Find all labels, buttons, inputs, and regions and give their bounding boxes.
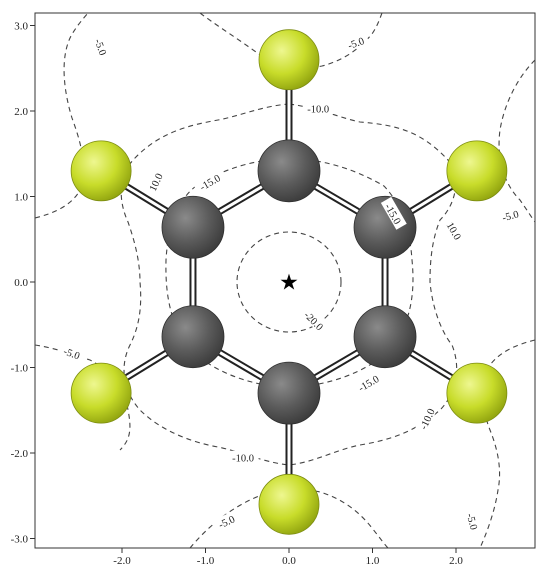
contour-line-5-top bbox=[199, 13, 383, 68]
contour-label: 10.0 bbox=[443, 216, 467, 245]
fluorine-atom bbox=[446, 362, 508, 424]
contour-label: -15.0 bbox=[351, 369, 385, 396]
contour-label-text: -5.0 bbox=[62, 346, 81, 362]
atoms bbox=[70, 29, 508, 535]
carbon-atom bbox=[353, 195, 417, 259]
y-tick-label: 0.0 bbox=[14, 277, 28, 289]
x-tick-label: -2.0 bbox=[113, 555, 131, 567]
x-axis: -2.0 -1.0 0.0 1.0 2.0 bbox=[113, 548, 463, 567]
contour-label-text: -5.0 bbox=[347, 36, 366, 52]
carbon-atom bbox=[161, 195, 225, 259]
y-tick-label: -2.0 bbox=[11, 448, 29, 460]
carbon-atom bbox=[353, 305, 417, 369]
contour-label-text: -10.0 bbox=[419, 407, 438, 431]
contour-label: -10.0 bbox=[414, 402, 439, 436]
contour-label-text: -5.0 bbox=[501, 209, 520, 224]
contour-label: -5.0 bbox=[212, 510, 241, 532]
contour-line-inner bbox=[236, 231, 342, 333]
y-tick-label: 3.0 bbox=[14, 21, 28, 33]
plot-frame bbox=[34, 12, 536, 549]
fluorine-atom bbox=[446, 140, 508, 202]
contour-label: -5.0 bbox=[91, 32, 112, 61]
fluorine-atom bbox=[258, 473, 320, 535]
contour-line-5-right-lower bbox=[479, 339, 536, 548]
contour-label: -5.0 bbox=[58, 342, 86, 363]
fluorine-atom bbox=[258, 29, 320, 91]
contour-label: -10.0 bbox=[302, 101, 334, 115]
x-tick-label: 1.0 bbox=[366, 555, 380, 567]
contour-label: -5.0 bbox=[464, 507, 483, 535]
y-tick-label: -3.0 bbox=[11, 534, 29, 546]
contour-label-text: -5.0 bbox=[92, 38, 108, 57]
contour-label: -15.0 bbox=[193, 168, 226, 195]
contour-label-text: -10.0 bbox=[307, 104, 329, 115]
contour-label-text: -5.0 bbox=[464, 512, 479, 531]
y-tick-label: 1.0 bbox=[14, 192, 28, 204]
fluorine-atom bbox=[70, 140, 132, 202]
carbon-atom bbox=[257, 139, 321, 203]
contour-line-5-right-upper bbox=[498, 59, 536, 223]
contour-label-text: -10.0 bbox=[232, 453, 254, 464]
contour-label: -5.0 bbox=[341, 32, 370, 53]
fluorine-atom bbox=[70, 362, 132, 424]
contour-label: -10.0 bbox=[227, 450, 259, 464]
y-tick-label: 2.0 bbox=[14, 106, 28, 118]
contour-label: -5.0 bbox=[496, 205, 524, 224]
star-icon: ★ bbox=[279, 270, 299, 295]
contour-label: 10.0 bbox=[144, 167, 166, 196]
carbon-atom bbox=[161, 305, 225, 369]
contour-line-5-top-left bbox=[35, 13, 89, 219]
y-axis: 3.0 2.0 1.0 0.0 -1.0 -2.0 -3.0 bbox=[11, 21, 35, 546]
x-tick-label: 2.0 bbox=[449, 555, 463, 567]
x-tick-label: 0.0 bbox=[282, 555, 296, 567]
contour-line-10 bbox=[120, 103, 458, 466]
contour-label: -20.0 bbox=[299, 304, 330, 336]
carbon-atom bbox=[257, 361, 321, 425]
y-tick-label: -1.0 bbox=[11, 363, 29, 375]
x-tick-label: -1.0 bbox=[197, 555, 215, 567]
